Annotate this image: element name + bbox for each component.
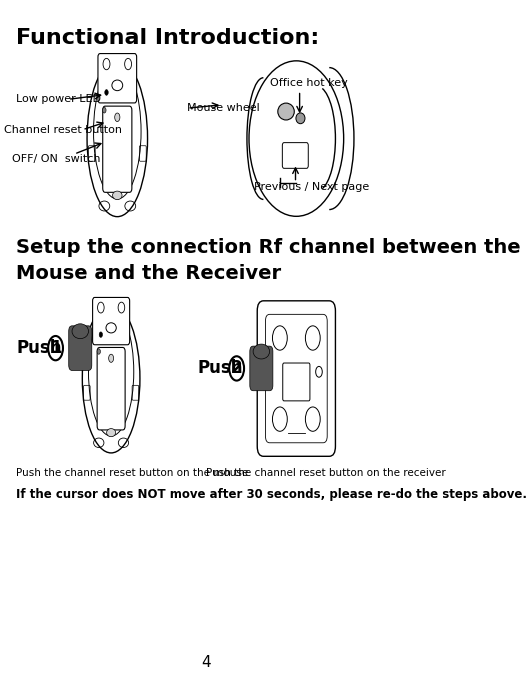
FancyBboxPatch shape: [250, 346, 273, 391]
FancyBboxPatch shape: [103, 106, 132, 192]
Circle shape: [108, 354, 114, 362]
Text: Office hot key: Office hot key: [270, 78, 348, 88]
Text: Push the channel reset button on the mouse: Push the channel reset button on the mou…: [16, 468, 249, 478]
Circle shape: [115, 113, 120, 122]
Ellipse shape: [112, 80, 123, 91]
Text: 4: 4: [201, 655, 211, 670]
Text: Mouse and the Receiver: Mouse and the Receiver: [16, 264, 281, 283]
Ellipse shape: [278, 103, 294, 120]
Text: Setup the connection Rf channel between the: Setup the connection Rf channel between …: [16, 238, 521, 257]
Text: OFF/ ON  switch: OFF/ ON switch: [12, 154, 101, 164]
Text: Push: Push: [16, 339, 62, 357]
FancyBboxPatch shape: [97, 347, 125, 430]
Ellipse shape: [72, 324, 88, 339]
Text: Previous / Next page: Previous / Next page: [254, 183, 369, 192]
Ellipse shape: [106, 323, 116, 333]
Text: Low power LED: Low power LED: [16, 95, 102, 104]
Circle shape: [103, 107, 106, 113]
Text: Functional Introduction:: Functional Introduction:: [16, 28, 320, 49]
FancyBboxPatch shape: [93, 297, 130, 345]
Circle shape: [97, 349, 101, 354]
Text: 2: 2: [231, 360, 242, 377]
Circle shape: [105, 90, 108, 95]
FancyBboxPatch shape: [69, 326, 92, 370]
Circle shape: [99, 332, 103, 337]
Text: Push: Push: [197, 360, 243, 377]
Text: Channel reset button: Channel reset button: [4, 125, 122, 135]
Ellipse shape: [113, 191, 122, 199]
Text: If the cursor does NOT move after 30 seconds, please re-do the steps above.: If the cursor does NOT move after 30 sec…: [16, 488, 527, 502]
Text: 1: 1: [50, 339, 61, 357]
Text: Push the channel reset button on the receiver: Push the channel reset button on the rec…: [206, 468, 445, 478]
Ellipse shape: [296, 113, 305, 124]
Ellipse shape: [107, 429, 116, 437]
Text: Mouse wheel: Mouse wheel: [187, 103, 260, 113]
Ellipse shape: [253, 344, 270, 359]
FancyBboxPatch shape: [98, 53, 136, 103]
